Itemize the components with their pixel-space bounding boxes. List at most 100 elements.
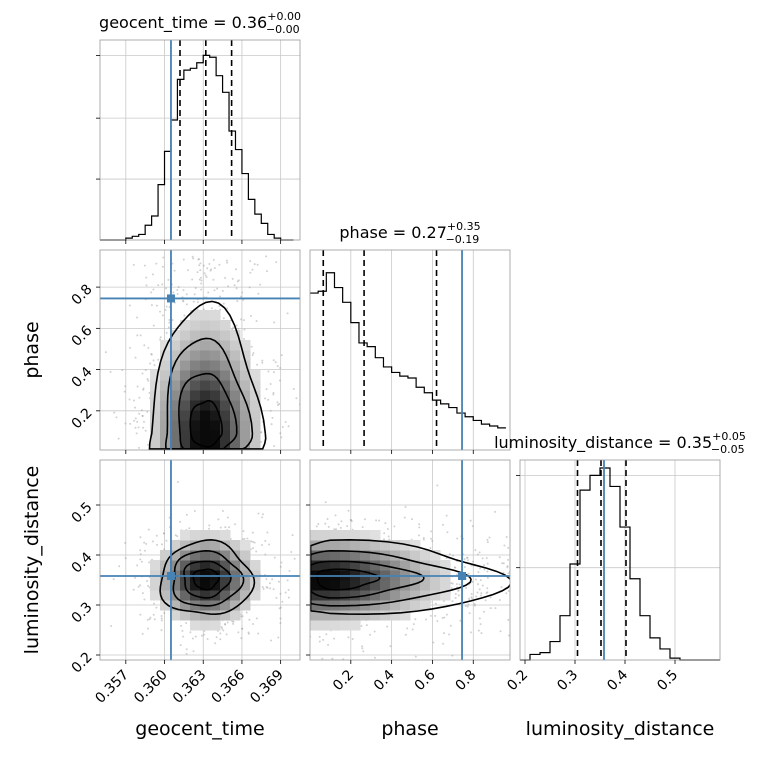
sample-point [293,557,296,560]
sample-point [219,526,222,529]
sample-point [139,558,142,561]
density-cell [310,610,321,621]
sample-point [146,618,149,621]
density-cell [150,560,161,571]
sample-point [237,327,240,330]
density-cell [360,560,371,571]
sample-point [333,637,336,640]
density-cell [200,370,211,381]
density-cell [210,320,221,331]
density-cell [190,350,201,361]
sample-point [214,642,217,645]
sample-point [236,280,239,283]
sample-point [369,633,372,636]
sample-point [272,588,275,591]
panel-title: phase = 0.27+0.35 −0.19 [339,220,480,246]
density-cell [180,340,191,351]
density-cell [220,400,231,411]
sample-point [222,629,225,632]
sample-point [145,542,148,545]
density-cell [210,430,221,441]
density-cell [390,580,401,591]
sample-point [144,369,147,372]
sample-point [202,264,205,267]
sample-point [145,284,148,287]
density-cell [160,600,171,611]
density-cell [220,540,231,551]
density-cell [210,310,221,321]
sample-point [136,334,139,337]
sample-point [434,614,437,617]
density-cell [170,580,181,591]
sample-point [118,565,121,568]
sample-point [134,417,137,420]
sample-point [486,576,489,579]
title-sup: +0.00 [267,10,301,23]
density-cell [210,440,221,450]
sample-point [174,534,177,537]
sample-point [466,605,469,608]
sample-point [226,516,229,519]
sample-point [145,276,148,279]
sample-point [486,591,489,594]
sample-point [124,541,127,544]
density-cell [210,540,221,551]
sample-point [218,305,221,308]
density-cell [190,560,201,571]
sample-point [318,640,321,643]
sample-point [209,269,212,272]
sample-point [207,291,210,294]
density-cell [200,340,211,351]
sample-point [247,632,250,635]
sample-point [163,612,166,615]
sample-point [287,596,290,599]
density-cell [310,590,321,601]
sample-point [142,426,145,429]
density-cell [190,530,201,541]
sample-point [262,587,265,590]
sample-point [241,291,244,294]
sample-point [508,634,510,637]
density-cell [340,560,351,571]
sample-point [347,636,350,639]
x-axis-label: geocent_time [135,718,264,740]
density-cell [250,440,261,450]
x-tick-label: 0.2 [504,667,531,694]
sample-point [431,540,434,543]
sample-point [266,586,269,589]
sample-point [155,606,158,609]
sample-point [199,276,202,279]
sample-point [507,572,510,575]
sample-point [243,537,246,540]
density-cell [160,360,171,371]
sample-point [257,512,260,515]
density-cell [230,400,241,411]
density-cell [210,350,221,361]
sample-point [177,285,180,288]
sample-point [167,278,170,281]
sample-point [193,293,196,296]
sample-point [124,385,127,388]
density-cell [400,580,411,591]
sample-point [454,592,457,595]
density-cell [340,530,351,541]
sample-point [196,301,199,304]
sample-point [470,592,473,595]
density-cell [370,530,381,541]
density-cell [160,350,171,361]
sample-point [150,291,153,294]
sample-point [349,519,352,522]
sample-point [237,279,240,282]
sample-point [240,295,243,298]
sample-point [128,304,131,307]
density-cell [200,350,211,361]
x-tick-label: 0.6 [412,667,439,694]
density-cell [150,580,161,591]
density-cell [330,590,341,601]
density-cell [320,540,331,551]
density-cell [310,620,321,631]
density-cell [230,350,241,361]
sample-point [324,522,327,525]
density-cell [250,590,261,601]
sample-point [472,560,475,563]
